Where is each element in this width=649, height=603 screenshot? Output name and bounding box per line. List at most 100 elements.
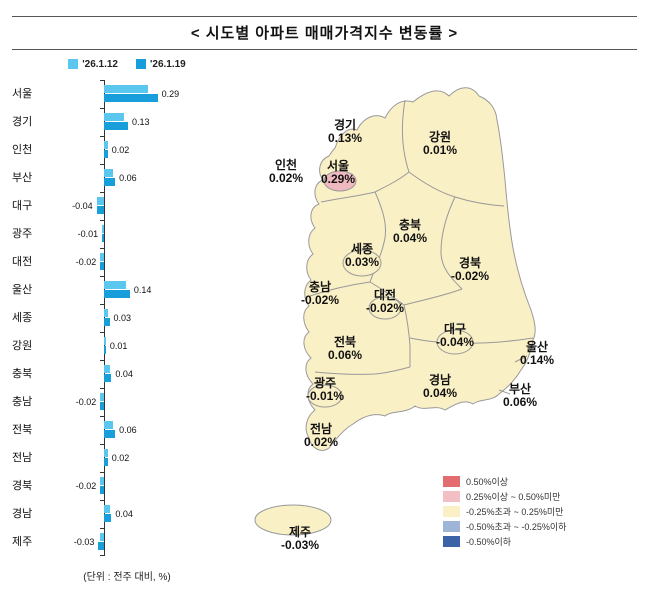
bar-series-2 — [104, 430, 116, 438]
bar-row: 제주 -0.03 — [12, 528, 242, 556]
map-region-label: 세종 0.03% — [345, 243, 379, 269]
value-label: 0.04 — [115, 509, 133, 519]
map-legend-row: 0.50%이상 — [443, 474, 638, 489]
axis-tick — [100, 248, 105, 249]
bar-chart: 서울 0.29 경기 0.13 인천 0.02 부산 0.06 대구 -0.04 광주 -0.01 대전… — [12, 80, 242, 556]
category-label: 경남 — [12, 508, 33, 520]
region-name: 제주 — [288, 525, 312, 539]
bar-series-1 — [104, 337, 106, 345]
bar-row: 부산 0.06 — [12, 164, 242, 192]
value-label: -0.02 — [75, 481, 97, 491]
region-name: 전북 — [333, 335, 357, 349]
value-label: -0.04 — [72, 201, 93, 211]
map-legend-swatch — [443, 521, 460, 532]
map-region-label: 강원 0.01% — [423, 131, 457, 157]
bar-series-2 — [96, 206, 104, 214]
region-value: 0.29% — [320, 172, 356, 186]
region-value: 0.13% — [327, 131, 363, 145]
unit-note: (단위 : 전주 대비, %) — [83, 572, 171, 583]
bar-series-1 — [104, 365, 110, 373]
bar-series-2 — [100, 262, 104, 270]
bar-row: 충북 0.04 — [12, 360, 242, 388]
korea-map-panel: 경기 0.13% 강원 0.01% 인천 0.02% 서울 0.29% 충북 0.04% 세종 0.0… — [243, 56, 643, 596]
region-value: -0.04% — [435, 335, 475, 349]
bar-row: 서울 0.29 — [12, 80, 242, 108]
value-label: 0.13 — [132, 117, 150, 127]
category-label: 부산 — [12, 172, 33, 184]
bar-series-1 — [100, 253, 104, 261]
jeju-island — [254, 504, 332, 536]
mainland-shape — [303, 87, 536, 451]
axis-tick — [100, 332, 105, 333]
region-value: -0.01% — [305, 389, 345, 403]
map-legend-row: -0.50%이하 — [443, 534, 638, 549]
bar-series-2 — [104, 514, 112, 522]
bar-row: 울산 0.14 — [12, 276, 242, 304]
bar-series-1 — [104, 421, 114, 429]
category-label: 인천 — [12, 144, 33, 156]
value-label: 0.03 — [113, 313, 132, 323]
series2-label: '26.1.19 — [150, 58, 186, 70]
value-label: 0.06 — [119, 425, 137, 435]
bar-series-2 — [104, 122, 129, 130]
map-legend-label: 0.25%이상 ~ 0.50%미만 — [466, 492, 561, 502]
category-label: 서울 — [12, 88, 33, 100]
bar-series-2 — [98, 542, 104, 550]
region-name: 강원 — [428, 130, 452, 144]
bar-row: 전북 0.06 — [12, 416, 242, 444]
region-value: 0.06% — [327, 348, 363, 362]
bar-row: 대구 -0.04 — [12, 192, 242, 220]
region-value: 0.14% — [519, 353, 555, 367]
bar-series-1 — [100, 533, 104, 541]
bar-row: 경북 -0.02 — [12, 472, 242, 500]
axis-tick — [100, 164, 105, 165]
daejeon-region — [368, 296, 402, 320]
bar-row: 대전 -0.02 — [12, 248, 242, 276]
bar-series-1 — [104, 505, 110, 513]
region-value: 0.04% — [422, 386, 458, 400]
bar-series-2 — [104, 290, 130, 298]
axis-tick — [100, 192, 105, 193]
map-legend-row: -0.25%초과 ~ 0.25%미만 — [443, 504, 638, 519]
map-region-label: 충남 -0.02% — [301, 281, 339, 307]
category-label: 전남 — [12, 452, 33, 464]
axis-tick — [100, 388, 105, 389]
map-region-label: 충북 0.04% — [393, 219, 427, 245]
region-name: 대구 — [443, 322, 467, 336]
bar-series-2 — [104, 458, 108, 466]
bar-row: 세종 0.03 — [12, 304, 242, 332]
bar-series-1 — [104, 449, 108, 457]
axis-tick — [100, 304, 105, 305]
bar-row: 광주 -0.01 — [12, 220, 242, 248]
map-region-label: 전남 0.02% — [304, 423, 338, 449]
axis-tick — [100, 220, 105, 221]
chart-legend: '26.1.12 '26.1.19 — [12, 56, 242, 72]
bar-series-1 — [104, 281, 127, 289]
region-name: 경남 — [428, 373, 452, 387]
map-legend-label: -0.50%이하 — [466, 537, 512, 547]
map-legend: 0.50%이상 0.25%이상 ~ 0.50%미만 -0.25%초과 ~ 0.25%… — [443, 474, 638, 549]
axis-tick — [100, 528, 105, 529]
axis-tick — [100, 555, 105, 556]
category-label: 광주 — [12, 228, 33, 240]
region-value: 0.02% — [268, 171, 304, 185]
bar-row: 경남 0.04 — [12, 500, 242, 528]
category-label: 세종 — [12, 312, 33, 324]
map-region-label: 인천 0.02% — [269, 159, 303, 185]
value-label: -0.03 — [73, 537, 95, 547]
map-region-label: 경기 0.13% — [328, 119, 362, 145]
axis-tick — [100, 276, 105, 277]
map-legend-swatch — [443, 491, 460, 502]
value-label: -0.02 — [75, 257, 97, 267]
bar-row: 전남 0.02 — [12, 444, 242, 472]
value-label: 0.01 — [109, 341, 128, 351]
bar-series-1 — [96, 197, 104, 205]
axis-tick — [100, 136, 105, 137]
axis-tick — [100, 472, 105, 473]
map-legend-swatch — [443, 536, 460, 547]
map-region-label: 광주 -0.01% — [306, 377, 344, 403]
region-value: 0.03% — [344, 255, 380, 269]
axis-tick — [100, 444, 105, 445]
legend-item-week2: '26.1.19 — [136, 59, 186, 70]
bar-chart-panel: '26.1.12 '26.1.19 서울 0.29 경기 0.13 인천 0.02 부산 0.… — [12, 56, 242, 596]
